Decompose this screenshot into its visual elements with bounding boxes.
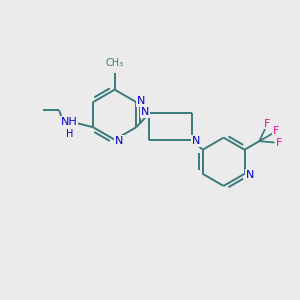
Text: N: N <box>115 136 123 146</box>
Text: N: N <box>192 136 200 146</box>
Text: F: F <box>264 118 271 129</box>
Text: F: F <box>275 138 282 148</box>
Text: CH₃: CH₃ <box>106 58 124 68</box>
Text: N: N <box>136 96 145 106</box>
Text: H: H <box>66 129 74 139</box>
Text: N: N <box>246 170 254 180</box>
Text: N: N <box>141 107 149 117</box>
Text: F: F <box>273 126 279 136</box>
Text: NH: NH <box>61 117 77 127</box>
